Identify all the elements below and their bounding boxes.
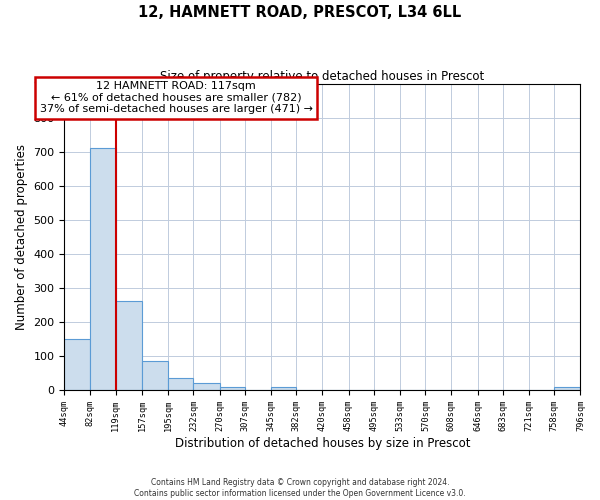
X-axis label: Distribution of detached houses by size in Prescot: Distribution of detached houses by size … xyxy=(175,437,470,450)
Bar xyxy=(168,378,193,390)
Bar xyxy=(142,362,168,390)
Bar xyxy=(554,387,580,390)
Text: 12, HAMNETT ROAD, PRESCOT, L34 6LL: 12, HAMNETT ROAD, PRESCOT, L34 6LL xyxy=(139,5,461,20)
Bar xyxy=(193,382,220,390)
Bar xyxy=(91,148,116,390)
Text: 12 HAMNETT ROAD: 117sqm
← 61% of detached houses are smaller (782)
37% of semi-d: 12 HAMNETT ROAD: 117sqm ← 61% of detache… xyxy=(40,81,313,114)
Bar xyxy=(116,301,142,390)
Title: Size of property relative to detached houses in Prescot: Size of property relative to detached ho… xyxy=(160,70,485,83)
Y-axis label: Number of detached properties: Number of detached properties xyxy=(15,144,28,330)
Text: Contains HM Land Registry data © Crown copyright and database right 2024.
Contai: Contains HM Land Registry data © Crown c… xyxy=(134,478,466,498)
Bar xyxy=(220,387,245,390)
Bar xyxy=(271,387,296,390)
Bar xyxy=(64,339,91,390)
